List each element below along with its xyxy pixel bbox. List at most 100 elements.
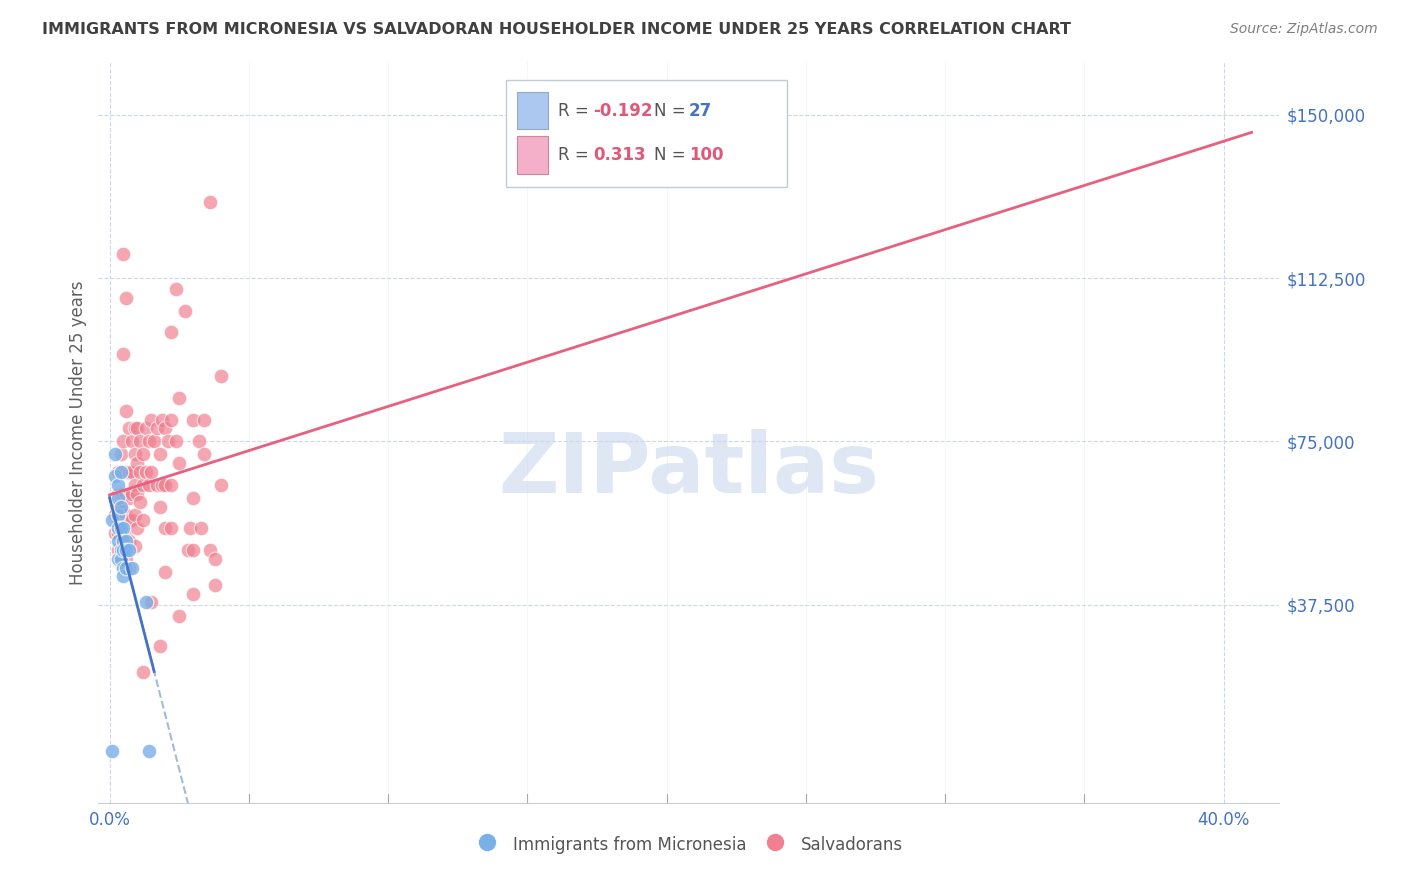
- Point: [181, 412, 204, 426]
- Point: [127, 421, 149, 435]
- Text: Source: ZipAtlas.com: Source: ZipAtlas.com: [1230, 22, 1378, 37]
- Point: [155, 565, 177, 579]
- Point: [101, 743, 124, 757]
- Point: [160, 521, 183, 535]
- Point: [132, 447, 155, 461]
- Point: [110, 486, 132, 500]
- Point: [107, 500, 129, 514]
- Point: [124, 539, 146, 553]
- Point: [132, 478, 155, 492]
- Point: [112, 465, 135, 479]
- Point: [193, 412, 215, 426]
- Point: [167, 608, 190, 623]
- Point: [138, 743, 160, 757]
- Point: [110, 465, 132, 479]
- Point: [107, 552, 129, 566]
- Point: [110, 539, 132, 553]
- Point: [121, 465, 143, 479]
- Point: [118, 543, 141, 558]
- Point: [112, 504, 135, 518]
- Point: [112, 347, 135, 361]
- Point: [107, 534, 129, 549]
- Point: [112, 521, 135, 535]
- Point: [121, 486, 143, 500]
- Point: [112, 560, 135, 574]
- Point: [112, 556, 135, 570]
- Point: [155, 521, 177, 535]
- Point: [115, 465, 138, 479]
- Point: [176, 543, 198, 558]
- Point: [204, 552, 226, 566]
- Point: [138, 478, 160, 492]
- Point: [135, 465, 157, 479]
- Point: [181, 587, 204, 601]
- Point: [167, 456, 190, 470]
- Point: [110, 521, 132, 535]
- Point: [127, 521, 149, 535]
- Point: [138, 434, 160, 449]
- Point: [121, 434, 143, 449]
- Point: [124, 508, 146, 523]
- Point: [107, 478, 129, 492]
- Point: [118, 560, 141, 574]
- Point: [165, 282, 187, 296]
- Point: [204, 578, 226, 592]
- Point: [124, 478, 146, 492]
- Point: [107, 491, 129, 505]
- Point: [115, 534, 138, 549]
- Point: [152, 478, 174, 492]
- Point: [104, 508, 127, 523]
- Point: [187, 434, 209, 449]
- Point: [110, 504, 132, 518]
- Point: [121, 513, 143, 527]
- Point: [193, 447, 215, 461]
- Point: [110, 465, 132, 479]
- Point: [112, 521, 135, 535]
- Point: [104, 447, 127, 461]
- Point: [104, 525, 127, 540]
- Point: [129, 495, 152, 509]
- Point: [110, 500, 132, 514]
- Point: [115, 552, 138, 566]
- Text: IMMIGRANTS FROM MICRONESIA VS SALVADORAN HOUSEHOLDER INCOME UNDER 25 YEARS CORRE: IMMIGRANTS FROM MICRONESIA VS SALVADORAN…: [42, 22, 1071, 37]
- Point: [132, 513, 155, 527]
- Point: [143, 434, 166, 449]
- Point: [107, 513, 129, 527]
- Point: [118, 491, 141, 505]
- Point: [160, 478, 183, 492]
- Point: [115, 291, 138, 305]
- Point: [107, 525, 129, 540]
- Point: [107, 465, 129, 479]
- Point: [110, 556, 132, 570]
- Point: [165, 434, 187, 449]
- Point: [167, 391, 190, 405]
- Point: [118, 534, 141, 549]
- Point: [146, 421, 169, 435]
- Point: [115, 543, 138, 558]
- Point: [149, 500, 172, 514]
- Text: 27: 27: [689, 102, 713, 120]
- Point: [112, 534, 135, 549]
- Point: [149, 639, 172, 653]
- Point: [112, 486, 135, 500]
- Point: [141, 412, 163, 426]
- Point: [152, 412, 174, 426]
- Point: [112, 434, 135, 449]
- Point: [135, 595, 157, 609]
- Point: [115, 486, 138, 500]
- Point: [110, 552, 132, 566]
- Point: [127, 486, 149, 500]
- Point: [112, 539, 135, 553]
- Point: [110, 447, 132, 461]
- Legend: Immigrants from Micronesia, Salvadorans: Immigrants from Micronesia, Salvadorans: [468, 828, 910, 861]
- Point: [107, 508, 129, 523]
- Point: [141, 595, 163, 609]
- Text: N =: N =: [654, 102, 690, 120]
- Point: [129, 434, 152, 449]
- Point: [127, 456, 149, 470]
- Point: [181, 543, 204, 558]
- Point: [107, 521, 129, 535]
- Text: 100: 100: [689, 146, 724, 164]
- Y-axis label: Householder Income Under 25 years: Householder Income Under 25 years: [69, 280, 87, 585]
- Point: [190, 521, 212, 535]
